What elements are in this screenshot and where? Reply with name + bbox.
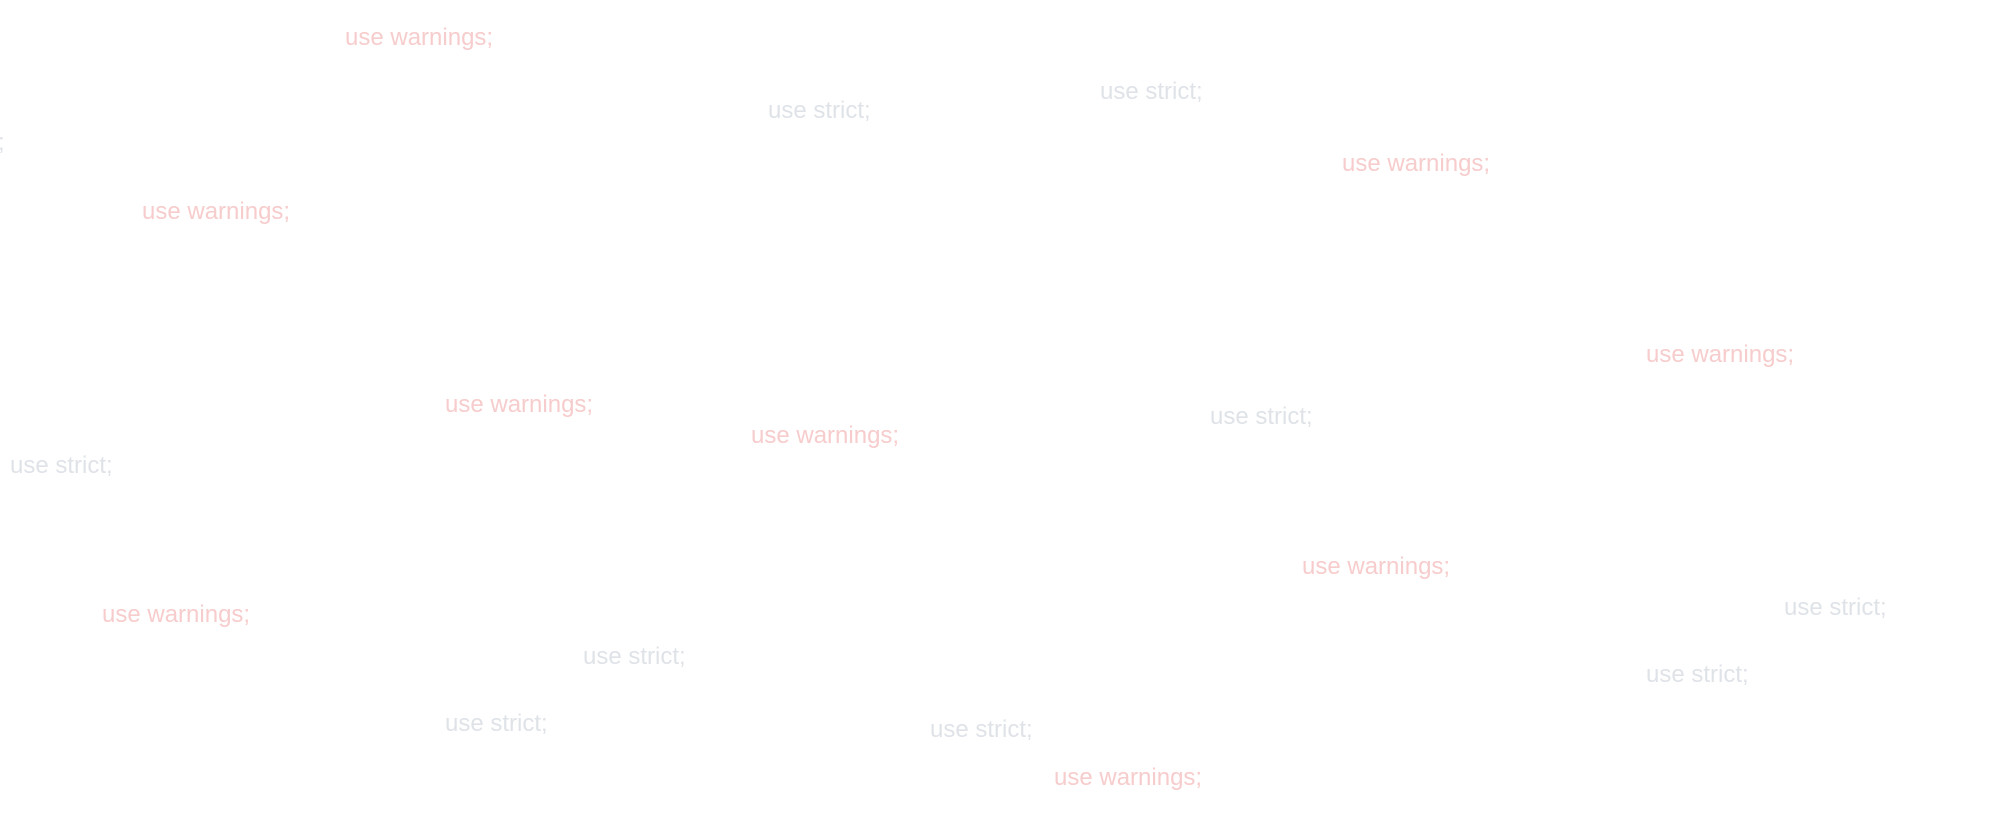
phrase-use-strict: use strict; — [768, 97, 871, 124]
phrase-use-warnings: use warnings; — [445, 391, 594, 418]
phrase-partial-semicolon: ; — [0, 131, 5, 155]
phrase-use-warnings: use warnings; — [1646, 341, 1795, 368]
phrase-use-warnings: use warnings; — [102, 601, 251, 628]
phrase-use-warnings: use warnings; — [1054, 764, 1203, 791]
phrase-use-strict: use strict; — [1784, 594, 1887, 621]
phrase-use-strict: use strict; — [445, 710, 548, 737]
phrase-use-strict: use strict; — [1210, 403, 1313, 430]
phrase-use-warnings: use warnings; — [142, 198, 291, 225]
phrase-use-strict: use strict; — [930, 716, 1033, 743]
phrase-use-strict: use strict; — [1100, 78, 1203, 105]
phrase-use-warnings: use warnings; — [1342, 150, 1491, 177]
phrase-use-warnings: use warnings; — [1302, 553, 1451, 580]
phrase-use-warnings: use warnings; — [751, 422, 900, 449]
phrase-use-warnings: use warnings; — [345, 24, 494, 51]
phrase-use-strict: use strict; — [1646, 661, 1749, 688]
phrase-use-strict: use strict; — [10, 452, 113, 479]
phrase-use-strict: use strict; — [583, 643, 686, 670]
